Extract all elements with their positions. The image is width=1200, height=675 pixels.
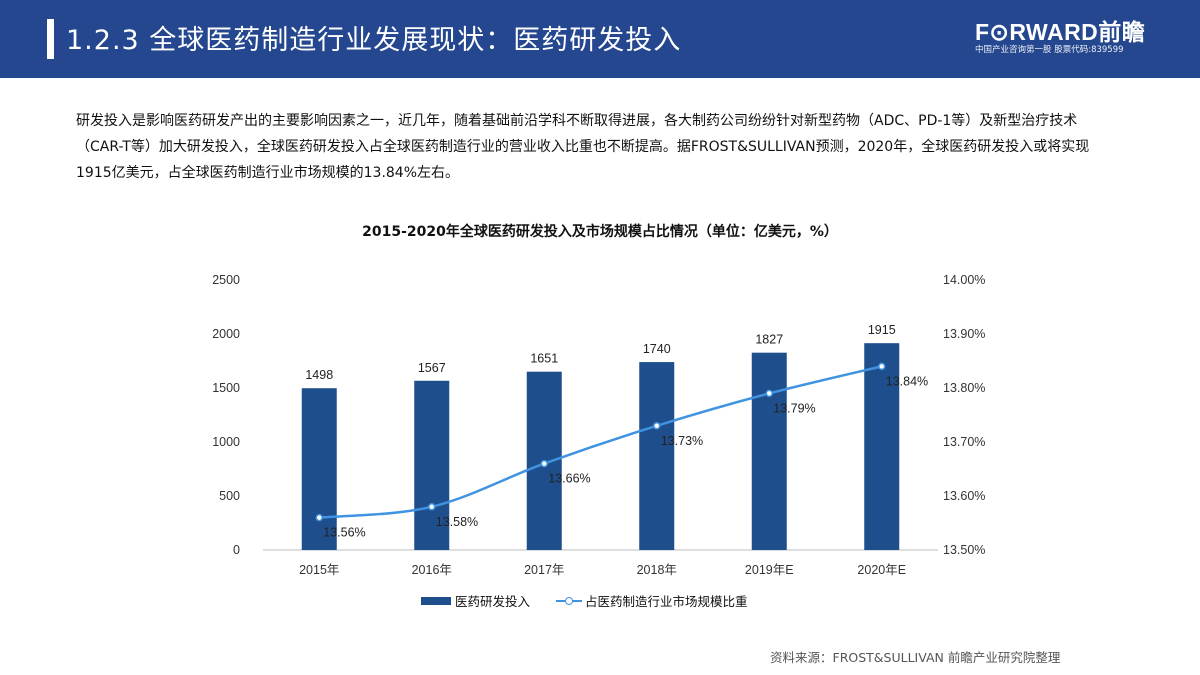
legend-line-swatch (556, 596, 583, 606)
x-tick-label: 2017年 (524, 563, 564, 577)
bar (864, 343, 900, 550)
line-point (315, 513, 323, 522)
x-tick-label: 2019年E (745, 563, 794, 577)
chart-legend: 医药研发投入 占医药制造行业市场规模比重 (421, 591, 748, 610)
y-right-tick-label: 14.00% (943, 273, 985, 287)
brand-name: F⊙RWARD前瞻 (975, 19, 1146, 45)
line-value-label: 13.79% (773, 401, 815, 415)
y-left-tick-label: 0 (233, 543, 240, 557)
line-point (540, 459, 548, 468)
chart-title: 2015-2020年全球医药研发投入及市场规模占比情况（单位：亿美元，%） (362, 224, 838, 240)
bar-value-label: 1567 (418, 361, 446, 375)
legend-bar-label: 医药研发投入 (455, 594, 531, 609)
x-tick-label: 2018年 (637, 563, 677, 577)
y-left-tick-label: 2000 (212, 327, 240, 341)
line-value-label: 13.56% (323, 526, 365, 540)
line-value-label: 13.58% (436, 515, 478, 529)
bar (639, 362, 675, 550)
brand-tagline: 中国产业咨询第一股 股票代码:839599 (975, 45, 1124, 55)
line-series-path (319, 365, 883, 519)
header-accent-bar (47, 19, 54, 59)
bar-value-label: 1651 (530, 352, 558, 366)
line-point (878, 362, 886, 371)
y-right-tick-label: 13.80% (943, 381, 985, 395)
brand-logo: F⊙RWARD前瞻 中国产业咨询第一股 股票代码:839599 (975, 20, 1160, 56)
bar-value-label: 1740 (643, 342, 671, 356)
line-point (653, 422, 661, 430)
y-right-tick-label: 13.60% (943, 489, 985, 503)
line-value-label: 13.66% (548, 472, 590, 486)
bar-value-label: 1827 (755, 333, 783, 347)
y-right-tick-label: 13.70% (943, 435, 985, 449)
bar (751, 352, 787, 550)
y-left-tick-label: 2500 (212, 273, 240, 287)
x-tick-label: 2015年 (299, 563, 339, 577)
y-right-tick-label: 13.50% (943, 543, 985, 557)
bar (301, 388, 337, 550)
legend-line-label: 占医药制造行业市场规模比重 (585, 594, 748, 609)
y-left-tick-label: 1500 (212, 381, 240, 395)
y-left-tick-label: 500 (219, 489, 240, 503)
bar-value-label: 1498 (305, 368, 333, 382)
page-title: 1.2.3 全球医药制造行业发展现状：医药研发投入 (66, 25, 682, 56)
intro-paragraph: 研发投入是影响医药研发产出的主要影响因素之一，近几年，随着基础前沿学科不断取得进… (76, 113, 1090, 181)
line-value-label: 13.84% (886, 374, 928, 388)
bar (414, 380, 450, 550)
x-tick-label: 2016年 (412, 563, 452, 577)
y-left-tick-label: 1000 (212, 435, 240, 449)
line-point (428, 503, 436, 511)
line-value-label: 13.73% (661, 434, 703, 448)
x-tick-label: 2020年E (857, 563, 906, 577)
legend-bar-swatch (421, 596, 451, 605)
y-right-tick-label: 13.90% (943, 327, 985, 341)
source-note: 资料来源：FROST&SULLIVAN 前瞻产业研究院整理 (770, 650, 1061, 665)
bar-value-label: 1915 (868, 323, 896, 337)
line-point (765, 389, 773, 398)
header-banner: 1.2.3 全球医药制造行业发展现状：医药研发投入 F⊙RWARD前瞻 中国产业… (0, 0, 1200, 78)
